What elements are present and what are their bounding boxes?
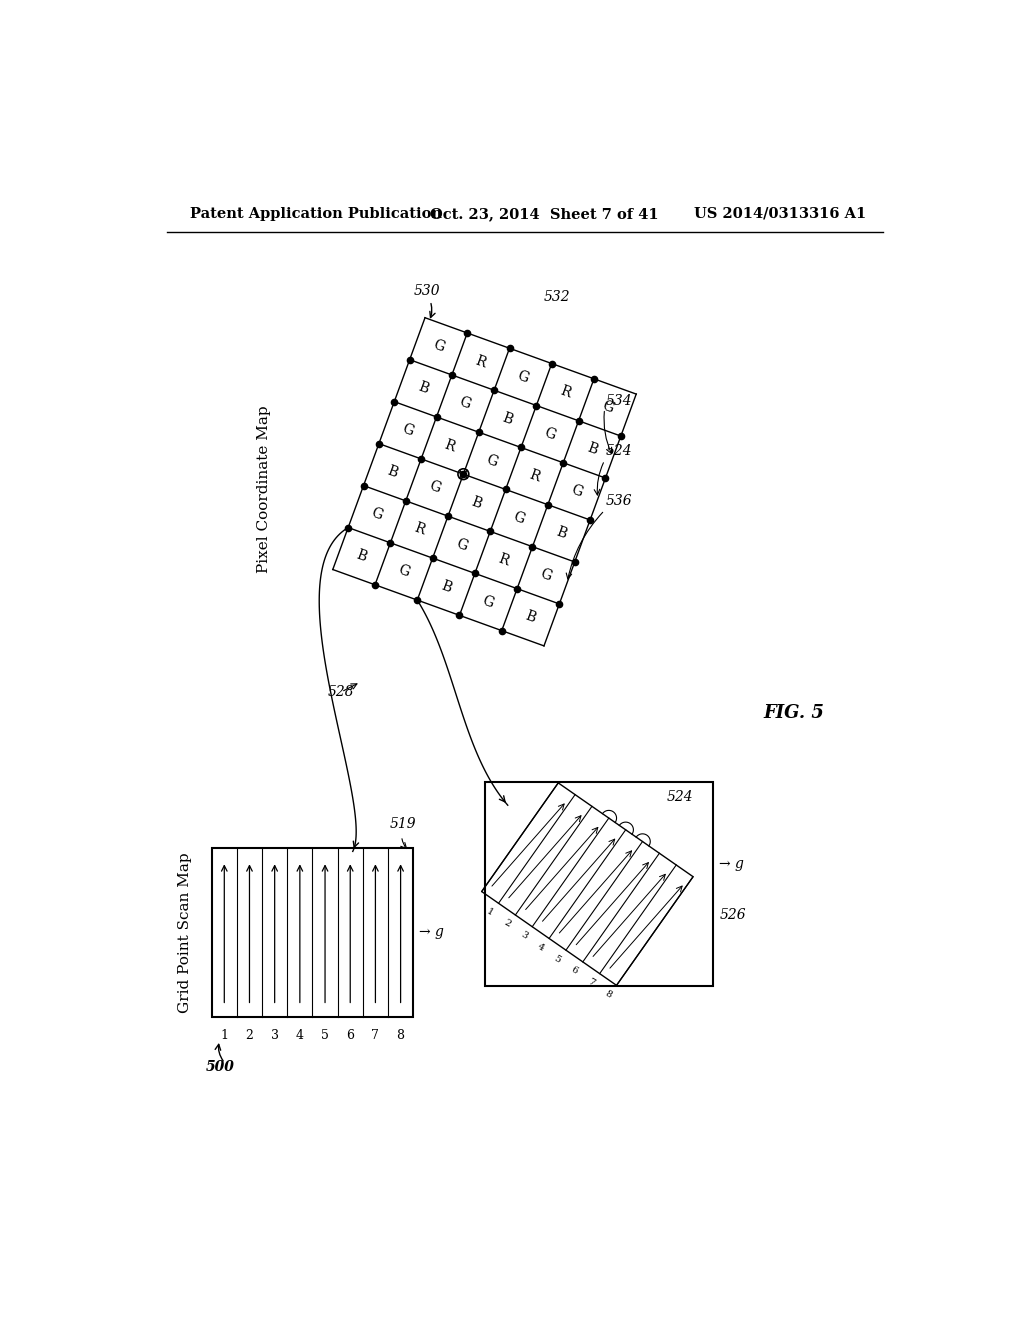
Text: B: B bbox=[354, 548, 369, 565]
Text: 3: 3 bbox=[519, 931, 528, 941]
Text: 5: 5 bbox=[553, 953, 562, 965]
Text: Pixel Coordinate Map: Pixel Coordinate Map bbox=[257, 405, 270, 573]
Text: B: B bbox=[523, 609, 538, 626]
Text: 524: 524 bbox=[606, 444, 633, 458]
Text: 2: 2 bbox=[246, 1030, 253, 1043]
Text: 6: 6 bbox=[569, 965, 580, 975]
Text: 500: 500 bbox=[206, 1060, 234, 1074]
Text: 4: 4 bbox=[536, 942, 546, 953]
Text: B: B bbox=[470, 495, 484, 511]
Text: G: G bbox=[511, 510, 526, 527]
Text: 526: 526 bbox=[719, 908, 745, 921]
Text: R: R bbox=[527, 467, 542, 484]
Text: 524: 524 bbox=[667, 791, 693, 804]
Text: Oct. 23, 2014  Sheet 7 of 41: Oct. 23, 2014 Sheet 7 of 41 bbox=[430, 207, 658, 220]
Text: G: G bbox=[370, 506, 385, 523]
Text: Patent Application Publication: Patent Application Publication bbox=[190, 207, 442, 220]
Text: G: G bbox=[542, 425, 557, 442]
Text: 528: 528 bbox=[328, 685, 354, 698]
Text: G: G bbox=[539, 566, 554, 583]
Text: 5: 5 bbox=[322, 1030, 329, 1043]
Text: → g: → g bbox=[420, 925, 444, 940]
Text: G: G bbox=[454, 536, 469, 553]
Text: G: G bbox=[396, 562, 412, 579]
Text: B: B bbox=[385, 463, 399, 480]
Text: B: B bbox=[554, 525, 568, 541]
Text: R: R bbox=[558, 384, 572, 400]
Bar bbox=[212, 847, 414, 1016]
Text: R: R bbox=[442, 437, 458, 454]
Text: B: B bbox=[439, 578, 454, 595]
Text: 2: 2 bbox=[502, 919, 512, 929]
Text: B: B bbox=[416, 380, 430, 396]
Text: → g: → g bbox=[719, 857, 744, 871]
Text: 6: 6 bbox=[346, 1030, 354, 1043]
Text: G: G bbox=[458, 395, 473, 412]
Text: 3: 3 bbox=[270, 1030, 279, 1043]
Text: 8: 8 bbox=[603, 989, 613, 999]
Text: 519: 519 bbox=[390, 817, 417, 832]
Text: Grid Point Scan Map: Grid Point Scan Map bbox=[177, 851, 191, 1012]
Text: 536: 536 bbox=[606, 494, 633, 508]
Text: 8: 8 bbox=[396, 1030, 404, 1043]
Text: B: B bbox=[585, 441, 599, 458]
Text: G: G bbox=[431, 338, 446, 355]
Text: 1: 1 bbox=[220, 1030, 228, 1043]
Text: G: G bbox=[400, 422, 416, 438]
Text: 1: 1 bbox=[485, 907, 495, 917]
Text: 7: 7 bbox=[587, 977, 596, 987]
Text: 532: 532 bbox=[544, 290, 570, 304]
Text: G: G bbox=[569, 483, 585, 500]
Text: R: R bbox=[473, 354, 488, 370]
Text: 7: 7 bbox=[372, 1030, 379, 1043]
Text: R: R bbox=[497, 552, 511, 569]
Text: G: G bbox=[484, 453, 500, 470]
Text: G: G bbox=[600, 399, 615, 416]
Text: 530: 530 bbox=[414, 285, 440, 298]
Text: 4: 4 bbox=[296, 1030, 304, 1043]
Text: US 2014/0313316 A1: US 2014/0313316 A1 bbox=[693, 207, 866, 220]
Text: G: G bbox=[480, 594, 496, 610]
Text: 534: 534 bbox=[606, 393, 633, 408]
Text: G: G bbox=[427, 479, 442, 496]
Text: R: R bbox=[412, 521, 426, 537]
Text: B: B bbox=[501, 411, 515, 428]
Text: FIG. 5: FIG. 5 bbox=[764, 704, 824, 722]
Text: G: G bbox=[515, 368, 530, 385]
Bar bbox=[484, 781, 713, 986]
